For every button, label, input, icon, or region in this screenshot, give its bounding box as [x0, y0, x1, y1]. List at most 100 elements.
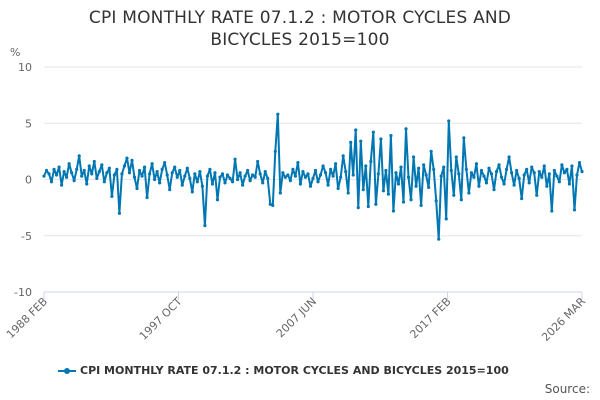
data-point [92, 159, 96, 164]
data-point [230, 180, 235, 184]
data-point [532, 171, 536, 175]
data-point [454, 155, 458, 159]
data-point [467, 191, 471, 195]
source-label: Source: [544, 382, 590, 396]
data-point [185, 166, 189, 170]
x-tick-label: 1997 OCT [137, 295, 185, 343]
data-point [437, 237, 441, 241]
data-point [570, 164, 574, 168]
data-point [567, 182, 572, 186]
data-point [432, 167, 436, 171]
data-point [459, 198, 463, 202]
x-tick-label: 2026 MAR [539, 295, 588, 344]
data-point [535, 193, 539, 197]
data-point [416, 166, 421, 170]
data-point [165, 173, 169, 177]
data-point [251, 173, 255, 177]
data-point [339, 175, 343, 179]
data-point [213, 171, 217, 175]
data-point [422, 163, 426, 167]
data-point [210, 182, 215, 186]
data-point [575, 173, 579, 177]
data-point [580, 170, 584, 174]
data-point [238, 171, 242, 175]
data-point [308, 184, 313, 188]
data-point [545, 184, 549, 188]
y-tick-label: -10 [14, 286, 32, 299]
legend-label: CPI MONTHLY RATE 07.1.2 : MOTOR CYCLES A… [80, 364, 509, 377]
data-point [261, 181, 265, 185]
data-point [158, 181, 162, 185]
legend-item[interactable]: CPI MONTHLY RATE 07.1.2 : MOTOR CYCLES A… [58, 364, 509, 377]
y-tick-label: -5 [21, 230, 32, 243]
data-point [102, 180, 106, 184]
data-point [180, 183, 184, 187]
data-point [72, 179, 76, 183]
data-point [321, 164, 325, 168]
data-point [80, 174, 84, 178]
data-point [492, 188, 496, 192]
data-point [288, 179, 292, 183]
data-point [364, 164, 368, 168]
data-point [57, 165, 61, 169]
data-point [361, 188, 365, 192]
data-point [293, 174, 298, 178]
chart-title-line2: BICYCLES 2015=100 [210, 30, 390, 50]
data-point [223, 181, 227, 185]
data-point [346, 191, 350, 195]
data-point [200, 184, 204, 188]
data-point [530, 165, 534, 169]
data-point [540, 175, 544, 179]
data-point [520, 197, 524, 201]
data-point [190, 190, 194, 194]
data-point [137, 168, 142, 173]
x-tick-label: 2017 FEB [407, 295, 453, 341]
data-point [504, 167, 509, 171]
data-point [85, 182, 89, 186]
data-point [95, 176, 99, 180]
data-point [220, 172, 225, 176]
data-point [54, 173, 59, 177]
data-point [127, 171, 132, 175]
data-point [52, 167, 56, 171]
data-point [160, 167, 164, 171]
data-point [303, 175, 308, 179]
data-point [386, 192, 391, 196]
data-point [296, 161, 300, 165]
data-point [75, 167, 79, 171]
data-point [168, 188, 172, 192]
data-point [301, 170, 305, 174]
data-point [424, 173, 428, 177]
data-point [517, 176, 521, 180]
data-point [107, 166, 111, 170]
data-point [142, 165, 147, 169]
data-point [233, 157, 237, 161]
data-point [452, 193, 456, 197]
data-point [515, 168, 519, 173]
data-point [494, 170, 499, 174]
data-point [444, 217, 448, 221]
data-point [389, 134, 393, 138]
chart-title: CPI MONTHLY RATE 07.1.2 : MOTOR CYCLES A… [0, 7, 600, 51]
data-point [374, 202, 378, 206]
legend-line-icon [58, 366, 76, 376]
data-point [469, 171, 473, 175]
data-point [122, 164, 127, 168]
data-point [241, 183, 245, 187]
data-point [550, 209, 554, 213]
data-point [396, 182, 401, 186]
data-point [409, 198, 413, 202]
data-point [472, 175, 476, 179]
data-point [87, 164, 91, 168]
data-point [311, 176, 315, 180]
data-point [562, 171, 567, 175]
data-point [565, 167, 569, 171]
data-point [306, 172, 310, 176]
data-point [542, 164, 546, 168]
series-line [42, 112, 584, 241]
data-point [354, 128, 358, 132]
data-point [401, 200, 406, 204]
data-point [427, 185, 431, 189]
data-point [62, 170, 66, 174]
data-point [155, 170, 159, 174]
